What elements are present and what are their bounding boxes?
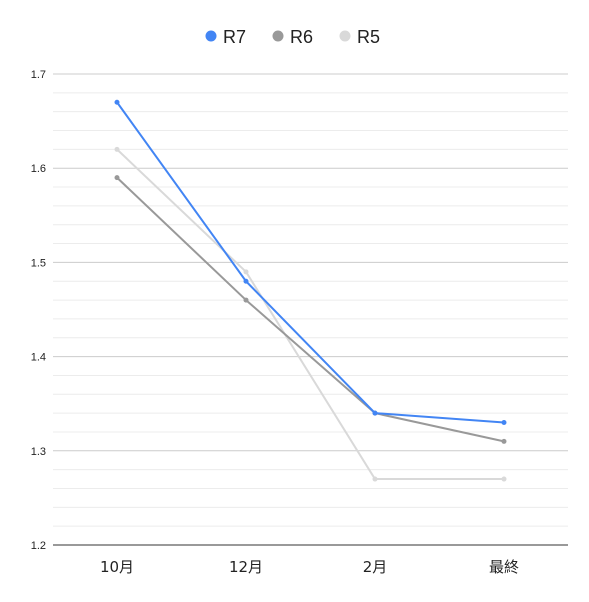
series-line-r7 xyxy=(116,101,505,424)
data-point-r7 xyxy=(243,278,249,284)
x-tick-label: 12月 xyxy=(229,558,263,576)
y-tick-label: 1.7 xyxy=(31,69,46,81)
legend-label-r7: R7 xyxy=(223,27,246,47)
legend-marker-r6 xyxy=(272,30,284,42)
data-point-r6 xyxy=(114,175,120,181)
legend-marker-r5 xyxy=(339,30,351,42)
x-tick-label: 2月 xyxy=(363,558,388,576)
x-tick-label: 10月 xyxy=(100,558,134,576)
legend-item-r7: R7 xyxy=(205,27,246,47)
legend-label-r5: R5 xyxy=(357,27,380,47)
legend-marker-r7 xyxy=(205,30,217,42)
y-tick-label: 1.5 xyxy=(31,257,46,269)
legend-item-r5: R5 xyxy=(339,27,380,47)
data-point-r7 xyxy=(114,99,120,105)
data-point-r5 xyxy=(114,146,120,152)
x-tick-label: 最終 xyxy=(489,558,519,576)
data-point-r6 xyxy=(501,438,507,444)
legend-item-r6: R6 xyxy=(272,27,313,47)
y-tick-label: 1.2 xyxy=(31,540,46,552)
legend-label-r6: R6 xyxy=(290,27,313,47)
y-tick-label: 1.4 xyxy=(31,352,46,364)
series-lines xyxy=(114,99,507,482)
data-point-r6 xyxy=(243,297,249,303)
data-point-r7 xyxy=(372,410,378,416)
axes: 1.2 1.3 1.4 1.5 1.6 1.7 10月 12月 2月 最終 xyxy=(31,69,568,576)
data-point-r5 xyxy=(243,269,249,275)
gridlines xyxy=(53,73,568,527)
data-point-r5 xyxy=(501,476,507,482)
data-point-r5 xyxy=(372,476,378,482)
data-point-r7 xyxy=(501,420,507,426)
y-tick-label: 1.3 xyxy=(31,446,46,458)
series-line-r6 xyxy=(116,176,505,443)
series-line-r5 xyxy=(116,148,504,481)
legend: R7 R6 R5 xyxy=(205,27,380,47)
y-tick-label: 1.6 xyxy=(31,163,46,175)
